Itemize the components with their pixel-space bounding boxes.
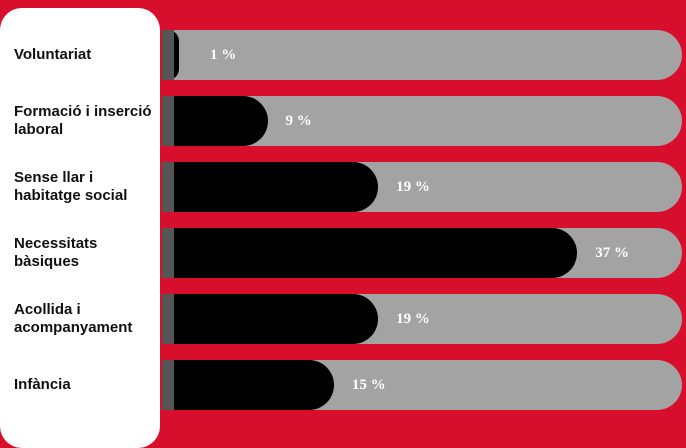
value-label: 15 % [351, 377, 386, 393]
value-label: 19 % [396, 179, 430, 195]
bar-track: 15 % [162, 360, 682, 410]
bar-track: 37 % [162, 228, 682, 278]
value-label: 1 % [210, 47, 237, 63]
bar [168, 162, 379, 212]
bar-base [162, 162, 174, 212]
label-panel [0, 8, 160, 448]
category-label: Sense llar i habitatge social [14, 169, 128, 204]
bar-base [162, 294, 174, 344]
value-label: 37 % [595, 245, 629, 261]
bar-base [162, 360, 174, 410]
bar-track: 9 % [162, 96, 682, 146]
bar [168, 228, 578, 278]
page: (() => { const data = JSON.parse(documen… [0, 8, 682, 448]
category-label: Infància [14, 376, 71, 393]
category-label: Acollida i acompanyament [14, 301, 133, 336]
bar-base [162, 228, 174, 278]
bar-track: 19 % [162, 294, 682, 344]
bar [168, 294, 379, 344]
category-label: Voluntariat [14, 46, 92, 63]
bar-track: 1 % [162, 30, 682, 80]
bar-base [162, 30, 174, 80]
bar [168, 360, 334, 410]
bar [168, 96, 268, 146]
value-label: 9 % [285, 113, 312, 129]
bar-base [162, 96, 174, 146]
value-label: 19 % [396, 311, 430, 327]
category-label: Formació i inserció laboral [14, 103, 152, 138]
bar-track: 19 % [162, 162, 682, 212]
category-label: Necessitats bàsiques [14, 235, 98, 270]
